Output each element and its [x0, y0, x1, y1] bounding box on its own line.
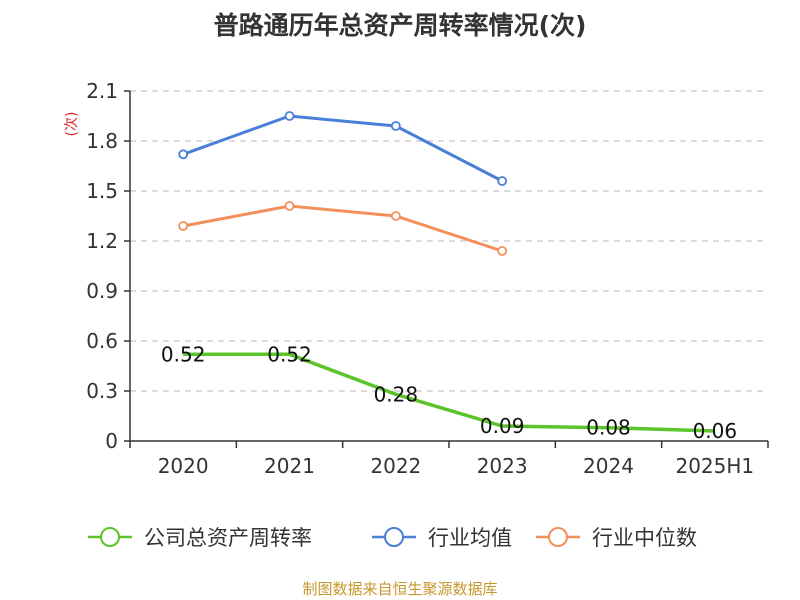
- y-tick-label: 1.5: [86, 179, 118, 203]
- x-tick-label: 2025H1: [675, 454, 754, 478]
- data-point: [178, 221, 189, 231]
- data-label: 0.06: [693, 419, 738, 443]
- x-tick-label: 2022: [370, 454, 421, 478]
- data-point: [284, 201, 295, 211]
- y-tick-label: 0.9: [86, 279, 118, 303]
- y-axis-label: (次): [64, 112, 80, 137]
- data-label: 0.09: [480, 414, 525, 438]
- source-note: 制图数据来自恒生聚源数据库: [302, 580, 497, 598]
- y-tick-label: 1.2: [86, 229, 118, 253]
- data-point: [178, 149, 189, 160]
- legend-marker: [384, 527, 404, 547]
- data-point: [497, 246, 508, 256]
- series-line: [182, 114, 503, 183]
- legend-label: 公司总资产周转率: [144, 526, 312, 550]
- gridlines: [130, 90, 768, 392]
- y-tick-label: 0.3: [86, 379, 118, 403]
- series-line: [183, 352, 715, 433]
- data-point: [390, 211, 401, 221]
- x-tick-label: 2021: [264, 454, 315, 478]
- y-tick-label: 2.1: [86, 79, 118, 103]
- data-label: 0.52: [161, 342, 206, 366]
- x-tick-label: 2024: [583, 454, 634, 478]
- x-tick-label: 2023: [477, 454, 528, 478]
- legend: 公司总资产周转率 行业均值 行业中位数: [88, 526, 697, 550]
- legend-marker: [548, 527, 568, 547]
- chart-title: 普路通历年总资产周转率情况(次): [214, 11, 587, 40]
- axes: 0 0.3 0.6 0.9 1.2 1.5 1.8 2.1 2020 2021 2022 2023 20…: [86, 79, 769, 478]
- y-tick-label: 0: [105, 429, 118, 453]
- data-point: [284, 111, 295, 121]
- x-tick-label: 2020: [158, 454, 209, 478]
- y-tick-label: 1.8: [86, 129, 118, 153]
- legend-label: 行业中位数: [592, 526, 697, 550]
- data-point: [390, 121, 401, 131]
- legend-marker: [100, 527, 120, 547]
- y-tick-label: 0.6: [86, 329, 118, 353]
- legend-label: 行业均值: [428, 526, 512, 550]
- series: 0.52 0.52 0.28 0.09 0.08 0.06: [161, 111, 738, 443]
- series-line: [182, 204, 503, 253]
- data-point: [497, 176, 508, 186]
- data-label: 0.28: [374, 382, 419, 406]
- data-label: 0.52: [267, 342, 312, 366]
- data-label: 0.08: [586, 416, 631, 440]
